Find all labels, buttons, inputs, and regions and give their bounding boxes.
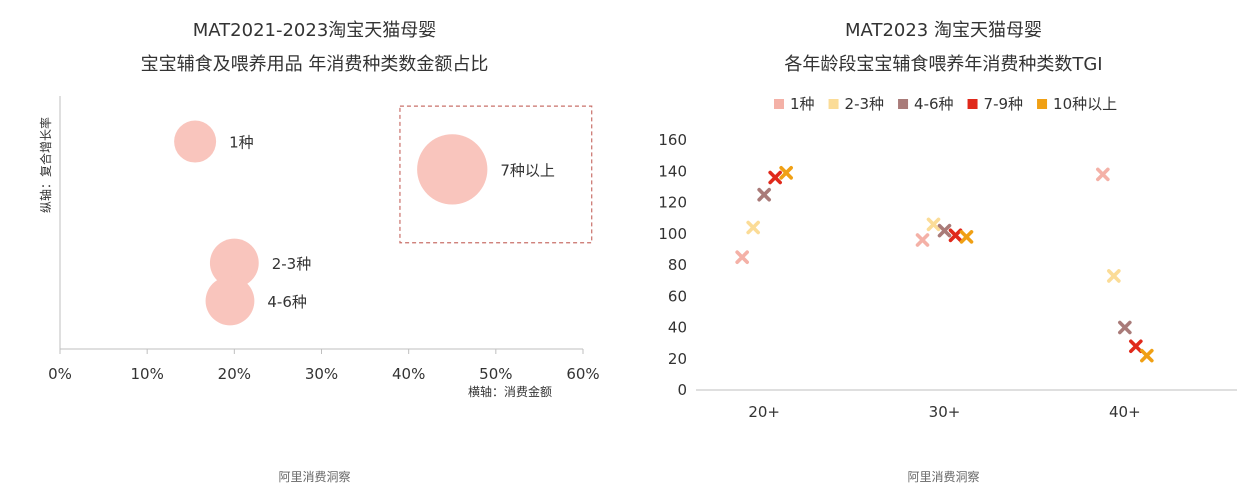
scatter-point <box>779 166 793 180</box>
right-chart-panel: MAT2023 淘宝天猫母婴 各年龄段宝宝辅食喂养年消费种类数TGI 0 20 40… <box>629 0 1258 500</box>
left-x-tick-label: 30% <box>305 365 338 383</box>
bubble <box>174 120 217 163</box>
scatter-point <box>937 223 952 238</box>
scatter-point <box>1096 167 1110 182</box>
left-source-label: 阿里消费洞察 <box>278 470 351 484</box>
right-x-tick-label: 30+ <box>929 403 961 421</box>
right-y-tick-label: 60 <box>668 287 687 305</box>
marker-stroke <box>1107 269 1121 283</box>
legend-swatch <box>828 99 839 109</box>
scatter-point <box>915 233 930 247</box>
legend-label: 2-3种 <box>845 95 885 113</box>
bubble-label: 7种以上 <box>500 161 555 179</box>
legend-swatch <box>1037 99 1048 109</box>
marker-stroke <box>937 223 952 238</box>
marker-stroke <box>768 170 782 185</box>
marker-stroke <box>1140 348 1154 363</box>
marker-stroke <box>757 187 771 202</box>
scatter-point <box>948 228 963 243</box>
scatter-point <box>959 230 974 244</box>
right-y-tick-label: 40 <box>668 319 687 337</box>
left-x-tick-label: 50% <box>479 365 512 383</box>
legend-label: 7-9种 <box>984 95 1024 113</box>
left-x-tick-label: 0% <box>48 365 72 383</box>
right-source-label: 阿里消费洞察 <box>907 470 980 484</box>
bubble <box>417 134 488 205</box>
scatter-point <box>1118 320 1132 335</box>
legend-swatch <box>967 99 978 109</box>
marker-stroke <box>959 230 974 244</box>
left-chart-title-line2: 宝宝辅食及喂养用品 年消费种类数金额占比 <box>140 54 489 75</box>
bubble-label: 1种 <box>229 134 254 152</box>
bubble <box>209 238 259 288</box>
marker-stroke <box>779 166 793 180</box>
marker-stroke <box>948 228 963 243</box>
bubble-label: 4-6种 <box>267 293 307 311</box>
marker-stroke <box>1129 339 1143 354</box>
left-chart-panel: MAT2021-2023淘宝天猫母婴 宝宝辅食及喂养用品 年消费种类数金额占比 … <box>38 20 600 484</box>
right-y-tick-label: 0 <box>677 381 687 399</box>
bubble <box>205 276 255 326</box>
right-y-tick-label: 120 <box>658 194 687 212</box>
left-x-axis-label: 横轴：消费金额 <box>468 384 552 399</box>
legend-swatch <box>898 99 909 109</box>
scatter-point <box>735 250 749 264</box>
right-chart-title-line1: MAT2023 淘宝天猫母婴 <box>845 20 1042 41</box>
left-x-tick-label: 60% <box>566 365 599 383</box>
scatter-point <box>1140 348 1154 363</box>
right-y-tick-label: 140 <box>658 162 687 180</box>
left-chart-title-line1: MAT2021-2023淘宝天猫母婴 <box>192 20 437 41</box>
right-chart-title-line2: 各年龄段宝宝辅食喂养年消费种类数TGI <box>784 54 1103 75</box>
legend-label: 4-6种 <box>914 95 954 113</box>
marker-stroke <box>926 217 941 232</box>
right-y-tick-label: 20 <box>668 350 687 368</box>
bubble-label: 2-3种 <box>272 255 312 273</box>
legend-swatch <box>774 99 784 109</box>
marker-stroke <box>915 233 930 247</box>
left-x-tick-label: 40% <box>392 365 425 383</box>
left-x-tick-label: 10% <box>130 365 163 383</box>
scatter-point <box>757 187 771 202</box>
scatter-point <box>926 217 941 232</box>
left-y-axis-label: 纵轴：复合增长率 <box>38 117 53 213</box>
right-y-tick-label: 80 <box>668 256 687 274</box>
scatter-point <box>1107 269 1121 283</box>
right-x-tick-label: 40+ <box>1109 403 1141 421</box>
marker-stroke <box>1096 167 1110 182</box>
legend-label: 10种以上 <box>1053 95 1117 113</box>
marker-stroke <box>746 220 760 235</box>
left-x-tick-label: 20% <box>218 365 251 383</box>
bubble-chart: 纵轴：复合增长率 横轴：消费金额 0% 10% 20% 30% 40% 50% 60% 1种 2… <box>38 96 600 399</box>
right-x-tick-label: 20+ <box>748 403 780 421</box>
scatter-point <box>768 170 782 185</box>
marker-stroke <box>735 250 749 264</box>
highlight-box <box>399 105 593 244</box>
tgi-scatter-chart: 0 20 40 60 80 100 120 140 160 20+ 30+ 40+ 1种 2-3种 4-6种… <box>658 95 1237 421</box>
marker-stroke <box>1118 320 1132 335</box>
scatter-point <box>746 220 760 235</box>
legend-label: 1种 <box>790 95 815 113</box>
right-y-tick-label: 160 <box>658 131 687 149</box>
right-y-tick-label: 100 <box>658 225 687 243</box>
scatter-point <box>1129 339 1143 354</box>
